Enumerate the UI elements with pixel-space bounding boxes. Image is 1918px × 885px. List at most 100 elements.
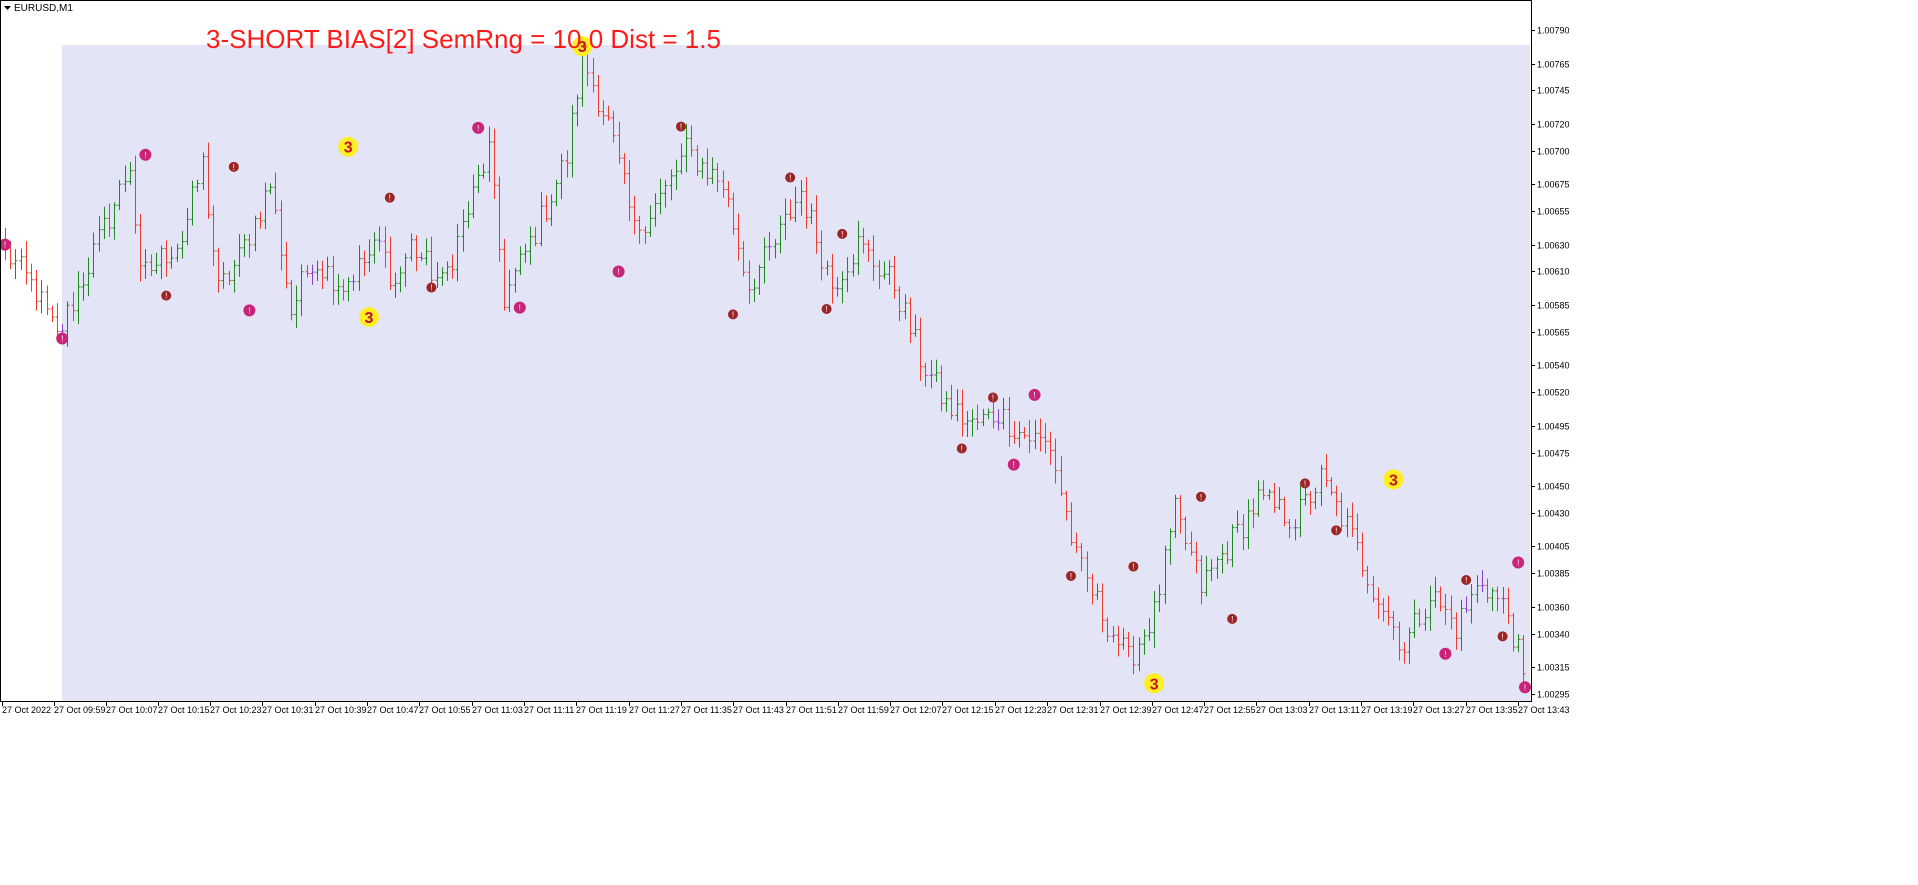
- time-tick-label: 27 Oct 10:39: [315, 705, 367, 715]
- ohlc-bar: [778, 215, 783, 254]
- time-tick-label: 27 Oct 10:47: [367, 705, 419, 715]
- ohlc-bar: [533, 226, 538, 247]
- marker-circle: [1028, 388, 1041, 401]
- ohlc-bar: [674, 159, 679, 190]
- marker-label: !: [825, 305, 827, 314]
- ohlc-bar: [492, 128, 497, 199]
- ohlc-bar: [1506, 587, 1511, 624]
- ohlc-bar: [112, 202, 117, 240]
- ohlc-bar: [1095, 583, 1100, 600]
- ohlc-bar: [29, 263, 34, 292]
- marker-circle: [1383, 469, 1404, 490]
- marker-label: !: [1524, 683, 1526, 692]
- ohlc-bar: [1012, 420, 1017, 444]
- ohlc-bar: [908, 297, 913, 344]
- signal-dot-marker: !: [426, 282, 437, 293]
- signal-dot-marker: !: [384, 192, 395, 203]
- signal-dot-marker: !: [785, 172, 796, 183]
- marker-circle: [956, 443, 967, 454]
- ohlc-bar: [1090, 573, 1095, 605]
- ohlc-bar: [1033, 419, 1038, 450]
- marker-circle: [384, 192, 395, 203]
- candles-layer: [3, 39, 1526, 684]
- marker-circle: [1227, 613, 1238, 624]
- price-axis: 1.00790 1.00765 1.00745 1.00720 1.00700 1.006…: [1531, 26, 1570, 700]
- ohlc-bar: [1131, 635, 1136, 675]
- marker-circle: [785, 172, 796, 183]
- marker-circle: [1007, 458, 1020, 471]
- ohlc-bar: [648, 205, 653, 237]
- ohlc-bar: [71, 291, 76, 322]
- signal-dot-marker: !: [1439, 647, 1452, 660]
- time-tick-label: 27 Oct 13:27: [1413, 705, 1465, 715]
- ohlc-bar: [965, 410, 970, 437]
- ohlc-bar: [247, 234, 252, 258]
- time-tick-label: 27 Oct 12:23: [995, 705, 1047, 715]
- ohlc-bar: [970, 409, 975, 437]
- ohlc-bar: [1225, 541, 1230, 565]
- ohlc-bar: [45, 285, 50, 316]
- price-tick-label: 1.00450: [1537, 482, 1570, 492]
- ohlc-bar: [622, 153, 627, 184]
- marker-circle: [1128, 561, 1139, 572]
- marker-label: !: [617, 267, 619, 276]
- time-tick-label: 27 Oct 12:31: [1047, 705, 1099, 715]
- ohlc-bar: [991, 398, 996, 429]
- ohlc-bar: [1308, 491, 1313, 515]
- signal-dot-marker: !: [1331, 525, 1342, 536]
- ohlc-bar: [149, 254, 154, 277]
- ohlc-bar: [877, 260, 882, 290]
- ohlc-bar: [1261, 480, 1266, 500]
- ohlc-bar: [773, 239, 778, 259]
- ohlc-bar: [1423, 608, 1428, 631]
- markers-layer: !!!!!! 3 3!!!! 3!!!!!!!!!!!! 3!!!! 3!!!!!: [0, 36, 1531, 694]
- ohlc-bar: [1022, 426, 1027, 439]
- marker-label: !: [992, 394, 994, 403]
- marker-circle: [0, 238, 11, 251]
- ohlc-bar: [897, 286, 902, 322]
- signal-3-marker: 3: [1383, 469, 1404, 490]
- ohlc-bar: [143, 248, 148, 279]
- marker-circle: [821, 304, 832, 315]
- ohlc-bar: [1391, 610, 1396, 640]
- time-tick-label: 27 Oct 10:55: [419, 705, 471, 715]
- symbol-title[interactable]: EURUSD,M1: [14, 3, 73, 14]
- ohlc-bar: [466, 201, 471, 229]
- ohlc-bar: [211, 205, 216, 266]
- ohlc-bar: [175, 243, 180, 262]
- ohlc-bar: [367, 239, 372, 272]
- ohlc-bar: [1189, 531, 1194, 556]
- ohlc-bar: [627, 160, 632, 221]
- marker-circle: [728, 309, 738, 320]
- marker-label: !: [961, 445, 963, 454]
- ohlc-bar: [939, 365, 944, 412]
- ohlc-bar: [1277, 487, 1282, 511]
- marker-label: !: [4, 241, 6, 250]
- ohlc-bar: [305, 265, 310, 278]
- ohlc-bar: [1272, 482, 1277, 513]
- ohlc-bar: [1480, 570, 1485, 593]
- ohlc-bar: [185, 207, 190, 246]
- price-tick-label: 1.00675: [1537, 180, 1570, 190]
- time-tick-label: 27 Oct 09:59: [54, 705, 106, 715]
- ohlc-bar: [310, 264, 315, 285]
- signal-dot-marker: !: [1300, 478, 1310, 489]
- ohlc-bar: [429, 236, 434, 286]
- price-tick-label: 1.00520: [1537, 388, 1570, 398]
- marker-label: !: [61, 335, 63, 344]
- symbol-dropdown-icon[interactable]: [4, 6, 11, 10]
- ohlc-bar: [341, 279, 346, 301]
- ohlc-bar: [601, 100, 606, 126]
- ohlc-bar: [559, 153, 564, 200]
- signal-dot-marker: !: [612, 265, 625, 278]
- ohlc-bar: [107, 203, 112, 237]
- signal-dot-marker: !: [1512, 556, 1525, 569]
- ohlc-bar: [398, 266, 403, 293]
- ohlc-bar: [1376, 587, 1381, 620]
- ohlc-bar: [1485, 578, 1490, 603]
- ohlc-bar: [975, 404, 980, 430]
- marker-label: !: [1501, 632, 1503, 641]
- ohlc-bar: [903, 294, 908, 320]
